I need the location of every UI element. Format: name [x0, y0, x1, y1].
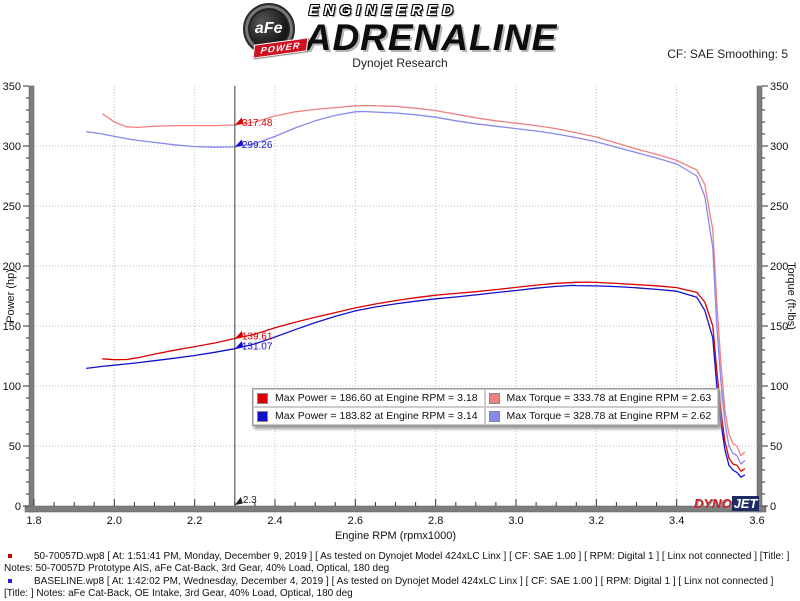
legend-swatch-icon [257, 392, 268, 404]
legend-item: Max Power = 186.60 at Engine RPM = 3.18 [253, 389, 485, 407]
svg-text:150: 150 [3, 321, 21, 333]
cf-smoothing-label: CF: SAE Smoothing: 5 [667, 47, 788, 61]
cursor-arrow-icon [234, 117, 244, 126]
svg-text:3.6: 3.6 [749, 515, 764, 527]
afe-torque-curve [101, 104, 746, 457]
svg-text:3.2: 3.2 [589, 515, 604, 527]
dynojet-dyno-text: DYNO [694, 496, 732, 511]
note-bullet-icon [8, 554, 12, 558]
baseline-power-curve [86, 284, 746, 478]
svg-text:300: 300 [3, 141, 21, 153]
cursor-arrow-icon [234, 330, 244, 339]
svg-text:250: 250 [3, 201, 21, 213]
svg-text:250: 250 [770, 201, 788, 213]
legend-label: Max Power = 183.82 at Engine RPM = 3.14 [275, 410, 478, 422]
plot-surface[interactable]: 0 0 50 50 100 100 150 150 200 200 250 250 300 300 350 3… [0, 76, 800, 546]
svg-text:0: 0 [770, 501, 776, 513]
svg-text:50: 50 [9, 441, 21, 453]
legend-label: Max Torque = 328.78 at Engine RPM = 2.62 [506, 410, 712, 422]
note-bullet-icon [8, 579, 12, 583]
run-notes-footer: 50-70057D.wp8 [ At: 1:51:41 PM, Monday, … [4, 551, 796, 601]
cursor-rpm-arrow-icon [234, 497, 243, 505]
svg-text:1.8: 1.8 [26, 515, 41, 527]
cursor-value-label: 139.61 [242, 331, 273, 342]
svg-text:3.0: 3.0 [508, 515, 523, 527]
cursor-value-label: 131.07 [242, 342, 273, 353]
dynojet-research-subtitle: Dynojet Research [352, 56, 448, 70]
svg-text:3.4: 3.4 [669, 515, 684, 527]
afe-power-logo-icon: aFe ® POWER [242, 3, 309, 59]
run-note: BASELINE.wp8 [ At: 1:42:02 PM, Wednesday… [4, 576, 796, 600]
dynojet-jet-text: JET [731, 496, 760, 511]
svg-text:2.4: 2.4 [267, 515, 282, 527]
svg-text:350: 350 [770, 81, 788, 93]
svg-text:200: 200 [770, 261, 788, 273]
y-axis-title-power: Power (hp) [5, 269, 17, 323]
svg-text:2.2: 2.2 [187, 515, 202, 527]
legend-label: Max Torque = 333.78 at Engine RPM = 2.63 [506, 392, 712, 404]
registered-mark: ® [288, 3, 293, 9]
legend-item: Max Power = 183.82 at Engine RPM = 3.14 [253, 407, 485, 425]
run-note: 50-70057D.wp8 [ At: 1:51:41 PM, Monday, … [4, 551, 796, 575]
svg-text:2.0: 2.0 [107, 515, 122, 527]
cursor-rpm-label: 2.3 [243, 495, 257, 506]
cursor-arrow-icon [234, 341, 244, 349]
svg-text:2.6: 2.6 [348, 515, 363, 527]
legend-swatch-icon [488, 410, 500, 422]
brand-text: ENGINEERED ADRENALINE [305, 3, 558, 56]
baseline-torque-curve [86, 110, 746, 465]
note-text: BASELINE.wp8 [ At: 1:42:02 PM, Wednesday… [4, 576, 774, 599]
brand-row: aFe ® POWER ENGINEERED ADRENALINE [0, 0, 800, 59]
svg-text:100: 100 [770, 381, 788, 393]
note-text: 50-70057D.wp8 [ At: 1:51:41 PM, Monday, … [4, 551, 790, 574]
cursor-arrow-icon [234, 139, 244, 147]
svg-text:0: 0 [15, 501, 21, 513]
svg-text:200: 200 [3, 261, 21, 273]
svg-text:300: 300 [770, 141, 788, 153]
legend-swatch-icon [257, 410, 268, 422]
dyno-chart: 0 0 50 50 100 100 150 150 200 200 250 250 300 300 350 3… [0, 76, 800, 546]
afe-logo-text: aFe [254, 20, 283, 37]
legend-item: Max Torque = 333.78 at Engine RPM = 2.63 [484, 389, 719, 407]
x-axis-title: Engine RPM (rpmx1000) [335, 530, 456, 542]
report-header: aFe ® POWER ENGINEERED ADRENALINE Dynoje… [0, 0, 800, 76]
legend-item: Max Torque = 328.78 at Engine RPM = 2.62 [484, 407, 719, 425]
chart-legend: Max Power = 186.60 at Engine RPM = 3.18 M… [252, 388, 720, 426]
svg-text:2.8: 2.8 [428, 515, 443, 527]
brand-adrenaline: ADRENALINE [304, 17, 558, 58]
afe-power-curve [102, 281, 746, 472]
svg-text:350: 350 [3, 81, 21, 93]
svg-text:150: 150 [770, 321, 788, 333]
brand-engineered: ENGINEERED [308, 2, 458, 19]
legend-swatch-icon [488, 392, 500, 404]
cursor-value-label: 299.26 [242, 140, 273, 151]
y-axis-title-torque: Torque (ft-lbs) [785, 262, 797, 330]
cursor-value-label: 317.48 [242, 118, 273, 129]
dynojet-watermark: DYNO JET [694, 496, 760, 511]
svg-text:100: 100 [3, 381, 21, 393]
legend-label: Max Power = 186.60 at Engine RPM = 3.18 [275, 392, 478, 404]
svg-text:50: 50 [770, 441, 782, 453]
